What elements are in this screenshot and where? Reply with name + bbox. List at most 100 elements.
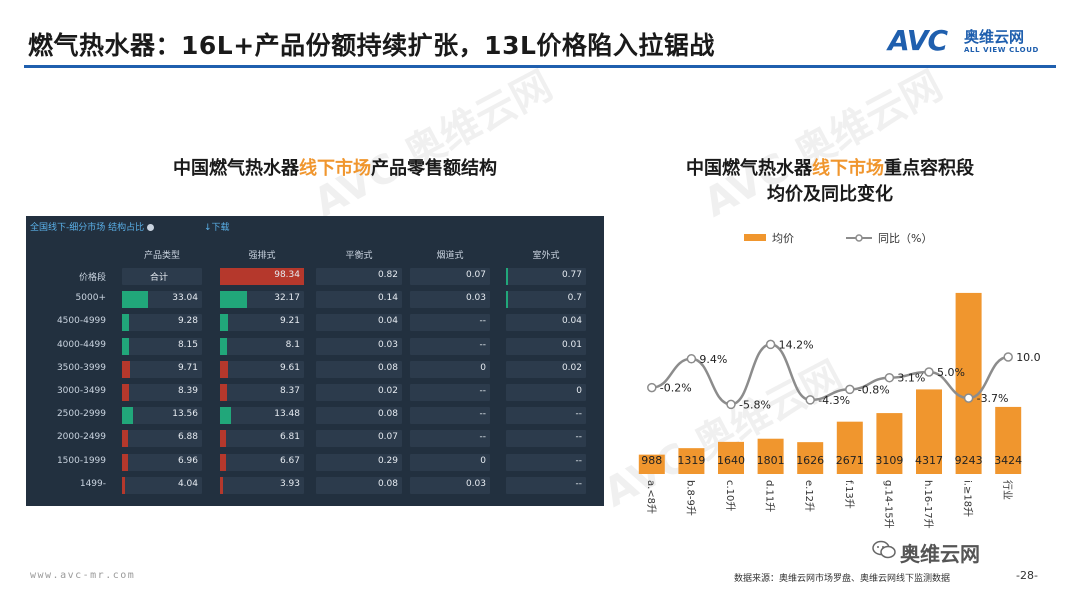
table-cell: 32.17: [220, 291, 304, 309]
table-cell: --: [410, 314, 490, 332]
bar-value-label: 1626: [796, 454, 824, 467]
column-header[interactable]: 室外式: [532, 251, 560, 261]
value-bar: [220, 453, 226, 471]
download-link[interactable]: ↓下载: [204, 223, 230, 233]
logo-cn-text: 奥维云网: [964, 28, 1025, 46]
x-tick-label: g.14-15升: [882, 480, 894, 529]
bar: [995, 406, 1022, 474]
bar: [876, 413, 903, 474]
legend-swatch-avg-price: [744, 234, 766, 241]
cell-value: 0.04: [377, 316, 398, 327]
cell-value: 0.08: [377, 362, 398, 373]
cell-value: 0.07: [465, 270, 486, 280]
table-cell: 8.39: [122, 384, 202, 401]
x-tick-label: b.8-9升: [684, 480, 696, 516]
table-cell: 0.82: [316, 268, 402, 285]
table-cell: 0.03: [410, 476, 490, 494]
cell-value: 0: [480, 362, 486, 373]
table-cell: 0.08: [316, 360, 402, 378]
row-label: 3000-3499: [56, 386, 106, 396]
value-bar: [122, 430, 128, 448]
table-cell: 13.48: [220, 407, 304, 425]
cell-value: --: [479, 432, 487, 443]
cell-value: 0.03: [465, 293, 486, 304]
table-cell: 0.07: [316, 430, 402, 448]
cell-value: --: [479, 409, 487, 420]
value-bar: [506, 291, 508, 309]
value-bar: [122, 453, 128, 471]
yoy-point: [686, 354, 697, 364]
table-cell: 0.04: [506, 314, 586, 332]
capacity-price-chart: 均价 同比（%） 988 1319 1640 1801 1626 2671 3109 4317 92…: [638, 232, 1040, 529]
value-bar: [122, 384, 129, 401]
yoy-data-label: 3.1%: [897, 372, 925, 385]
table-cell: 6.88: [122, 430, 202, 448]
cell-value: --: [479, 386, 487, 396]
table-cell: 0.01: [506, 337, 586, 355]
value-bar: [220, 268, 304, 285]
row-label: 价格段: [78, 273, 106, 283]
table-cell: 9.71: [122, 360, 202, 378]
dashboard-toolbar: 全国线下-细分市场 结构占比 ↓下载: [26, 216, 604, 238]
table-cell: 98.34: [220, 268, 304, 285]
x-tick-label: h.16-17升: [922, 480, 934, 529]
table-cell: 4.04: [122, 476, 202, 494]
row-label: 4500-4999: [56, 316, 106, 327]
x-tick-label: a.<8升: [645, 480, 657, 514]
x-tick-label: 行业: [1001, 480, 1014, 500]
page-number: -28-: [1016, 569, 1038, 582]
x-tick-label: f.13升: [843, 480, 855, 509]
table-cell: --: [506, 453, 586, 471]
yoy-point: [1003, 352, 1013, 362]
bar: [757, 438, 784, 474]
logo-mark: AVC: [888, 24, 948, 57]
table-cell: 0.02: [316, 384, 402, 401]
yoy-data-label: -0.2%: [660, 382, 692, 395]
table-cell: 0.08: [316, 476, 402, 494]
bar: [916, 389, 942, 474]
cell-value: 8.1: [285, 339, 300, 350]
cell-value: 0.08: [377, 478, 398, 489]
cell-value: 0.03: [465, 478, 486, 489]
bar-value-label: 988: [641, 454, 662, 467]
column-header[interactable]: 平衡式: [345, 251, 373, 261]
cell-value: 8.15: [177, 339, 198, 350]
bar: [836, 421, 863, 474]
cell-value: --: [575, 478, 583, 489]
yoy-point: [765, 339, 776, 350]
logo-en-text: ALL VIEW CLOUD: [964, 46, 1039, 54]
yoy-point: [924, 367, 934, 377]
x-tick-label: i.≥18升: [962, 480, 974, 517]
bar: [678, 448, 705, 474]
value-bar: [220, 430, 226, 448]
table-cell: --: [410, 337, 490, 355]
yoy-line: [651, 343, 1009, 406]
table-cell: --: [410, 407, 490, 425]
row-label: 5000+: [75, 293, 106, 304]
cell-value: 4.04: [177, 478, 198, 489]
table-cell: 8.15: [122, 337, 202, 355]
cell-value: 3.93: [279, 478, 300, 489]
column-header[interactable]: 强排式: [248, 251, 276, 261]
value-bar: [220, 314, 228, 332]
column-header[interactable]: 产品类型: [143, 251, 180, 261]
cell-value: 0.07: [377, 432, 398, 443]
cell-value: --: [479, 316, 487, 327]
cell-value: 6.88: [177, 432, 198, 443]
value-bar: [220, 291, 248, 309]
right-chart-title: 中国燃气热水器线下市场重点容积段 均价及同比变化: [686, 158, 974, 205]
value-bar: [220, 360, 229, 378]
column-header[interactable]: 烟道式: [436, 251, 464, 261]
footer-url: www.avc-mr.com: [30, 570, 136, 581]
cell-value: 13.56: [172, 409, 198, 420]
value-bar: [220, 407, 232, 425]
table-cell: 0.04: [316, 314, 402, 332]
value-bar: [220, 476, 224, 494]
yoy-data-label: -4.3%: [818, 394, 850, 407]
dashboard-tab[interactable]: 全国线下-细分市场 结构占比: [30, 220, 155, 233]
structure-dashboard: 全国线下-细分市场 结构占比 ↓下载 产品类型 强排式 平衡式 烟道式 室外式 价格段 合计…: [26, 216, 604, 506]
bar: [638, 454, 665, 474]
cell-value: 0.02: [377, 386, 398, 396]
table-cell: 9.61: [220, 360, 304, 378]
table-cell: 0.02: [506, 360, 586, 378]
